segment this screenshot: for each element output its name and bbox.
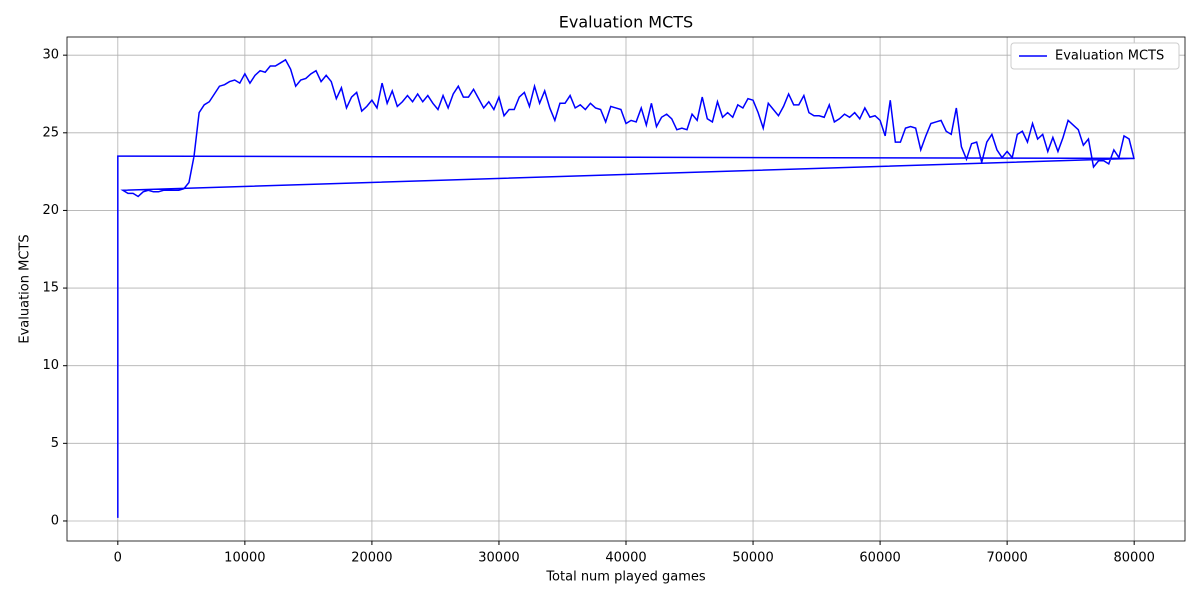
y-tick-label: 20 <box>42 203 59 218</box>
data-line <box>117 58 1135 518</box>
y-tick-label: 25 <box>42 125 59 140</box>
x-tick-label: 70000 <box>986 551 1027 566</box>
legend-label: Evaluation MCTS <box>1055 49 1164 64</box>
y-tick-label: 10 <box>42 358 59 373</box>
x-tick-label: 20000 <box>351 551 392 566</box>
legend-box <box>1010 42 1180 70</box>
y-tick-label: 5 <box>51 436 59 451</box>
x-tick-label: 30000 <box>478 551 519 566</box>
x-tick-label: 40000 <box>605 551 646 566</box>
x-tick-label: 50000 <box>732 551 773 566</box>
y-tick-label: 15 <box>42 281 59 296</box>
y-tick-label: 30 <box>42 48 59 63</box>
y-axis-label: Evaluation MCTS <box>18 234 33 343</box>
x-tick-label: 60000 <box>859 551 900 566</box>
chart-title: Evaluation MCTS <box>559 13 693 32</box>
plot-frame <box>66 36 1186 542</box>
x-tick-label: 10000 <box>224 551 265 566</box>
x-tick-label: 0 <box>114 551 122 566</box>
y-tick-label: 0 <box>51 513 59 528</box>
x-tick-label: 80000 <box>1114 551 1155 566</box>
x-axis-label: Total num played games <box>545 570 706 585</box>
